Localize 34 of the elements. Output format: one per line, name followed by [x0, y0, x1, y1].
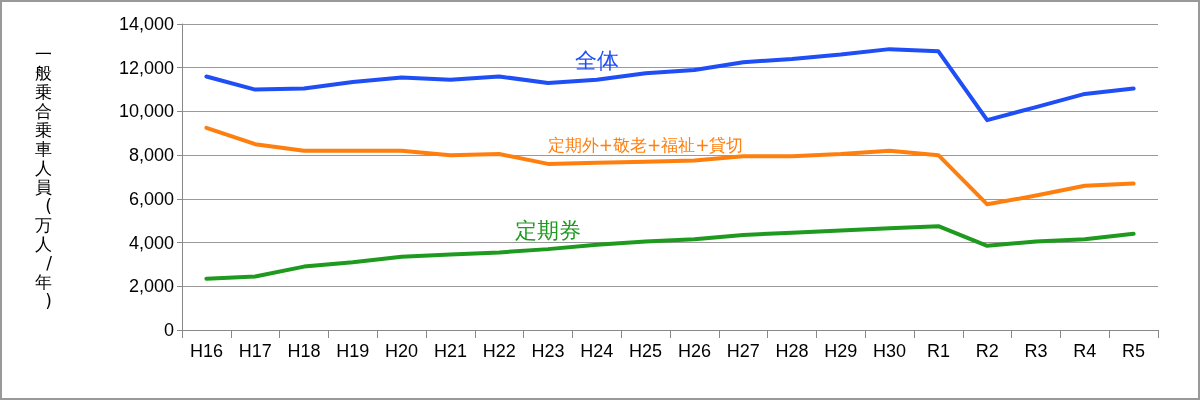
x-tick-label: R1 — [926, 341, 950, 361]
y-tick-label: 8,000 — [128, 145, 174, 166]
line-series — [204, 47, 1136, 123]
y-tick-label: 2,000 — [128, 276, 174, 297]
line-series — [204, 125, 1136, 207]
x-tick-label: H26 — [677, 341, 711, 361]
x-tick-label: H20 — [385, 341, 419, 361]
x-tick-label: H23 — [531, 341, 565, 361]
x-tick-label: H17 — [238, 341, 272, 361]
y-tick-label: 6,000 — [128, 188, 174, 209]
x-tick-label: H22 — [482, 341, 516, 361]
x-tick-label: H29 — [824, 341, 858, 361]
series-label: 定期外+敬老+福祉+貸切 — [547, 135, 744, 156]
y-tick-label: 12,000 — [118, 57, 174, 78]
x-tick-label: H27 — [726, 341, 760, 361]
series-label: 全体 — [574, 48, 619, 74]
x-tick-label: H25 — [629, 341, 663, 361]
x-tick-label: H16 — [189, 341, 223, 361]
x-tick-label: R5 — [1122, 341, 1146, 361]
y-tick-label: 0 — [163, 320, 174, 340]
x-tick-label: R2 — [975, 341, 999, 361]
text: 一般乗合乗車人員(万人/年) — [35, 43, 52, 311]
x-tick-label: H24 — [580, 341, 614, 361]
x-tick-label: H19 — [336, 341, 370, 361]
x-tick-label: R3 — [1024, 341, 1048, 361]
y-tick-label: 4,000 — [128, 232, 174, 253]
y-tick-label: 14,000 — [118, 14, 174, 34]
x-tick-label: H21 — [433, 341, 467, 361]
x-tick-label: H28 — [775, 341, 809, 361]
x-tick-label: H18 — [287, 341, 321, 361]
y-tick-label: 10,000 — [118, 101, 174, 122]
x-tick-label: R4 — [1073, 341, 1097, 361]
series-label: 定期券 — [515, 217, 581, 243]
x-tick-label: H30 — [873, 341, 907, 361]
